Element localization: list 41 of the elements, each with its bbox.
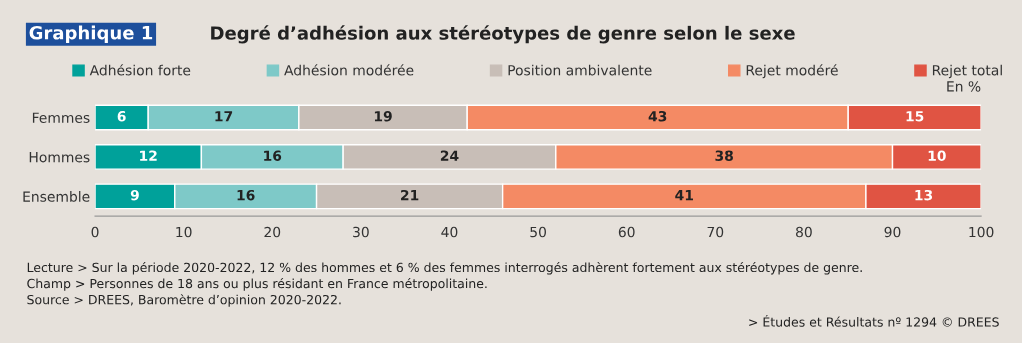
x-tick-label: 40 [441,226,458,238]
text: > Études et Résultats nº 1294 © DREES [749,314,999,327]
data-label: 16 [237,189,255,201]
x-tick-label: 20 [264,226,281,238]
data-label: 17 [215,111,233,122]
data-label: 10 [928,150,946,161]
x-tick-label: 10 [176,226,192,238]
x-tick-label: 60 [618,226,635,238]
data-label: 24 [440,150,459,161]
x-tick-label: 0 [91,226,99,238]
y-tick-label: Femmes [32,112,90,123]
text: Champ > Personnes de 18 ans ou plus résidant en France métropolitaine. [27,278,487,291]
chart-title: Degré d’adhésion aux stéréotypes de genre selon le sexe [211,25,795,44]
x-tick-label: 90 [884,226,901,238]
data-label: 6 [117,111,126,122]
x-tick-label: 30 [353,226,369,238]
legend-label: Rejet modéré [746,64,838,79]
x-tick-label: 50 [530,226,546,238]
data-label: 41 [675,190,693,201]
data-label: 13 [915,189,933,201]
data-label: 38 [715,150,733,161]
text: En % [947,81,981,92]
text: Graphique 1 [29,25,153,44]
x-tick-label: 100 [969,226,994,238]
y-tick-label: Ensemble [23,191,90,202]
source-note: Source > DREES, Baromètre d’opinion 2020-2022. [27,294,341,307]
x-tick-label: 80 [796,226,812,238]
data-label: 15 [906,111,924,122]
x-tick-label: 70 [707,226,724,238]
legend-label: Adhésion forte [89,64,191,76]
data-label: 16 [264,150,282,161]
data-label: 21 [401,189,419,201]
legend-label: Position ambivalente [508,64,652,76]
data-label: 43 [648,111,667,122]
data-label: 12 [140,150,157,161]
data-label: 9 [130,189,139,201]
text: Lecture > Sur la période 2020-2022, 12 % des hommes et 6 % des femmes interrogés adhèrent fortement aux stéréotypes de genre. [27,261,862,275]
legend-label: Rejet total [932,64,1002,79]
data-label: 19 [374,111,392,122]
y-tick-label: Hommes [29,152,90,163]
legend-label: Adhésion modérée [284,64,414,76]
